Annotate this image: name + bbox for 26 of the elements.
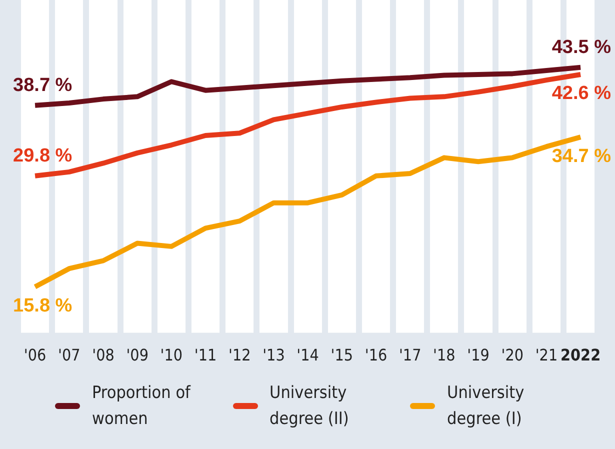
data-label: 29.8 % [13, 146, 72, 167]
x-tick-label: '18 [433, 346, 456, 365]
x-tick-label: 2022 [560, 346, 601, 365]
x-tick-label: '20 [501, 346, 524, 365]
data-label: 15.8 % [13, 296, 72, 317]
data-label: 38.7 % [13, 75, 72, 96]
x-tick-label: '11 [194, 346, 217, 365]
x-tick-label: '19 [467, 346, 490, 365]
x-tick-label: '14 [296, 346, 319, 365]
x-tick-label: '08 [92, 346, 114, 365]
data-label: 43.5 % [552, 37, 612, 58]
x-tick-label: '12 [228, 346, 251, 365]
x-tick-label: '06 [24, 346, 46, 365]
legend-label: Proportion of women [92, 382, 192, 431]
x-tick-label: '17 [398, 346, 422, 365]
data-label: 42.6 % [552, 83, 612, 104]
x-tick-label: '21 [535, 346, 558, 365]
x-tick-label: '07 [58, 346, 80, 365]
data-label: 34.7 % [552, 146, 612, 167]
x-tick-label: '16 [364, 346, 388, 365]
x-tick-label: '15 [330, 346, 354, 365]
legend-label: University degree (I) [447, 382, 526, 431]
x-tick-label: '09 [126, 346, 148, 365]
legend-label: University degree (II) [270, 382, 350, 431]
x-tick-label: '10 [160, 346, 183, 365]
x-tick-label: '13 [262, 346, 285, 365]
